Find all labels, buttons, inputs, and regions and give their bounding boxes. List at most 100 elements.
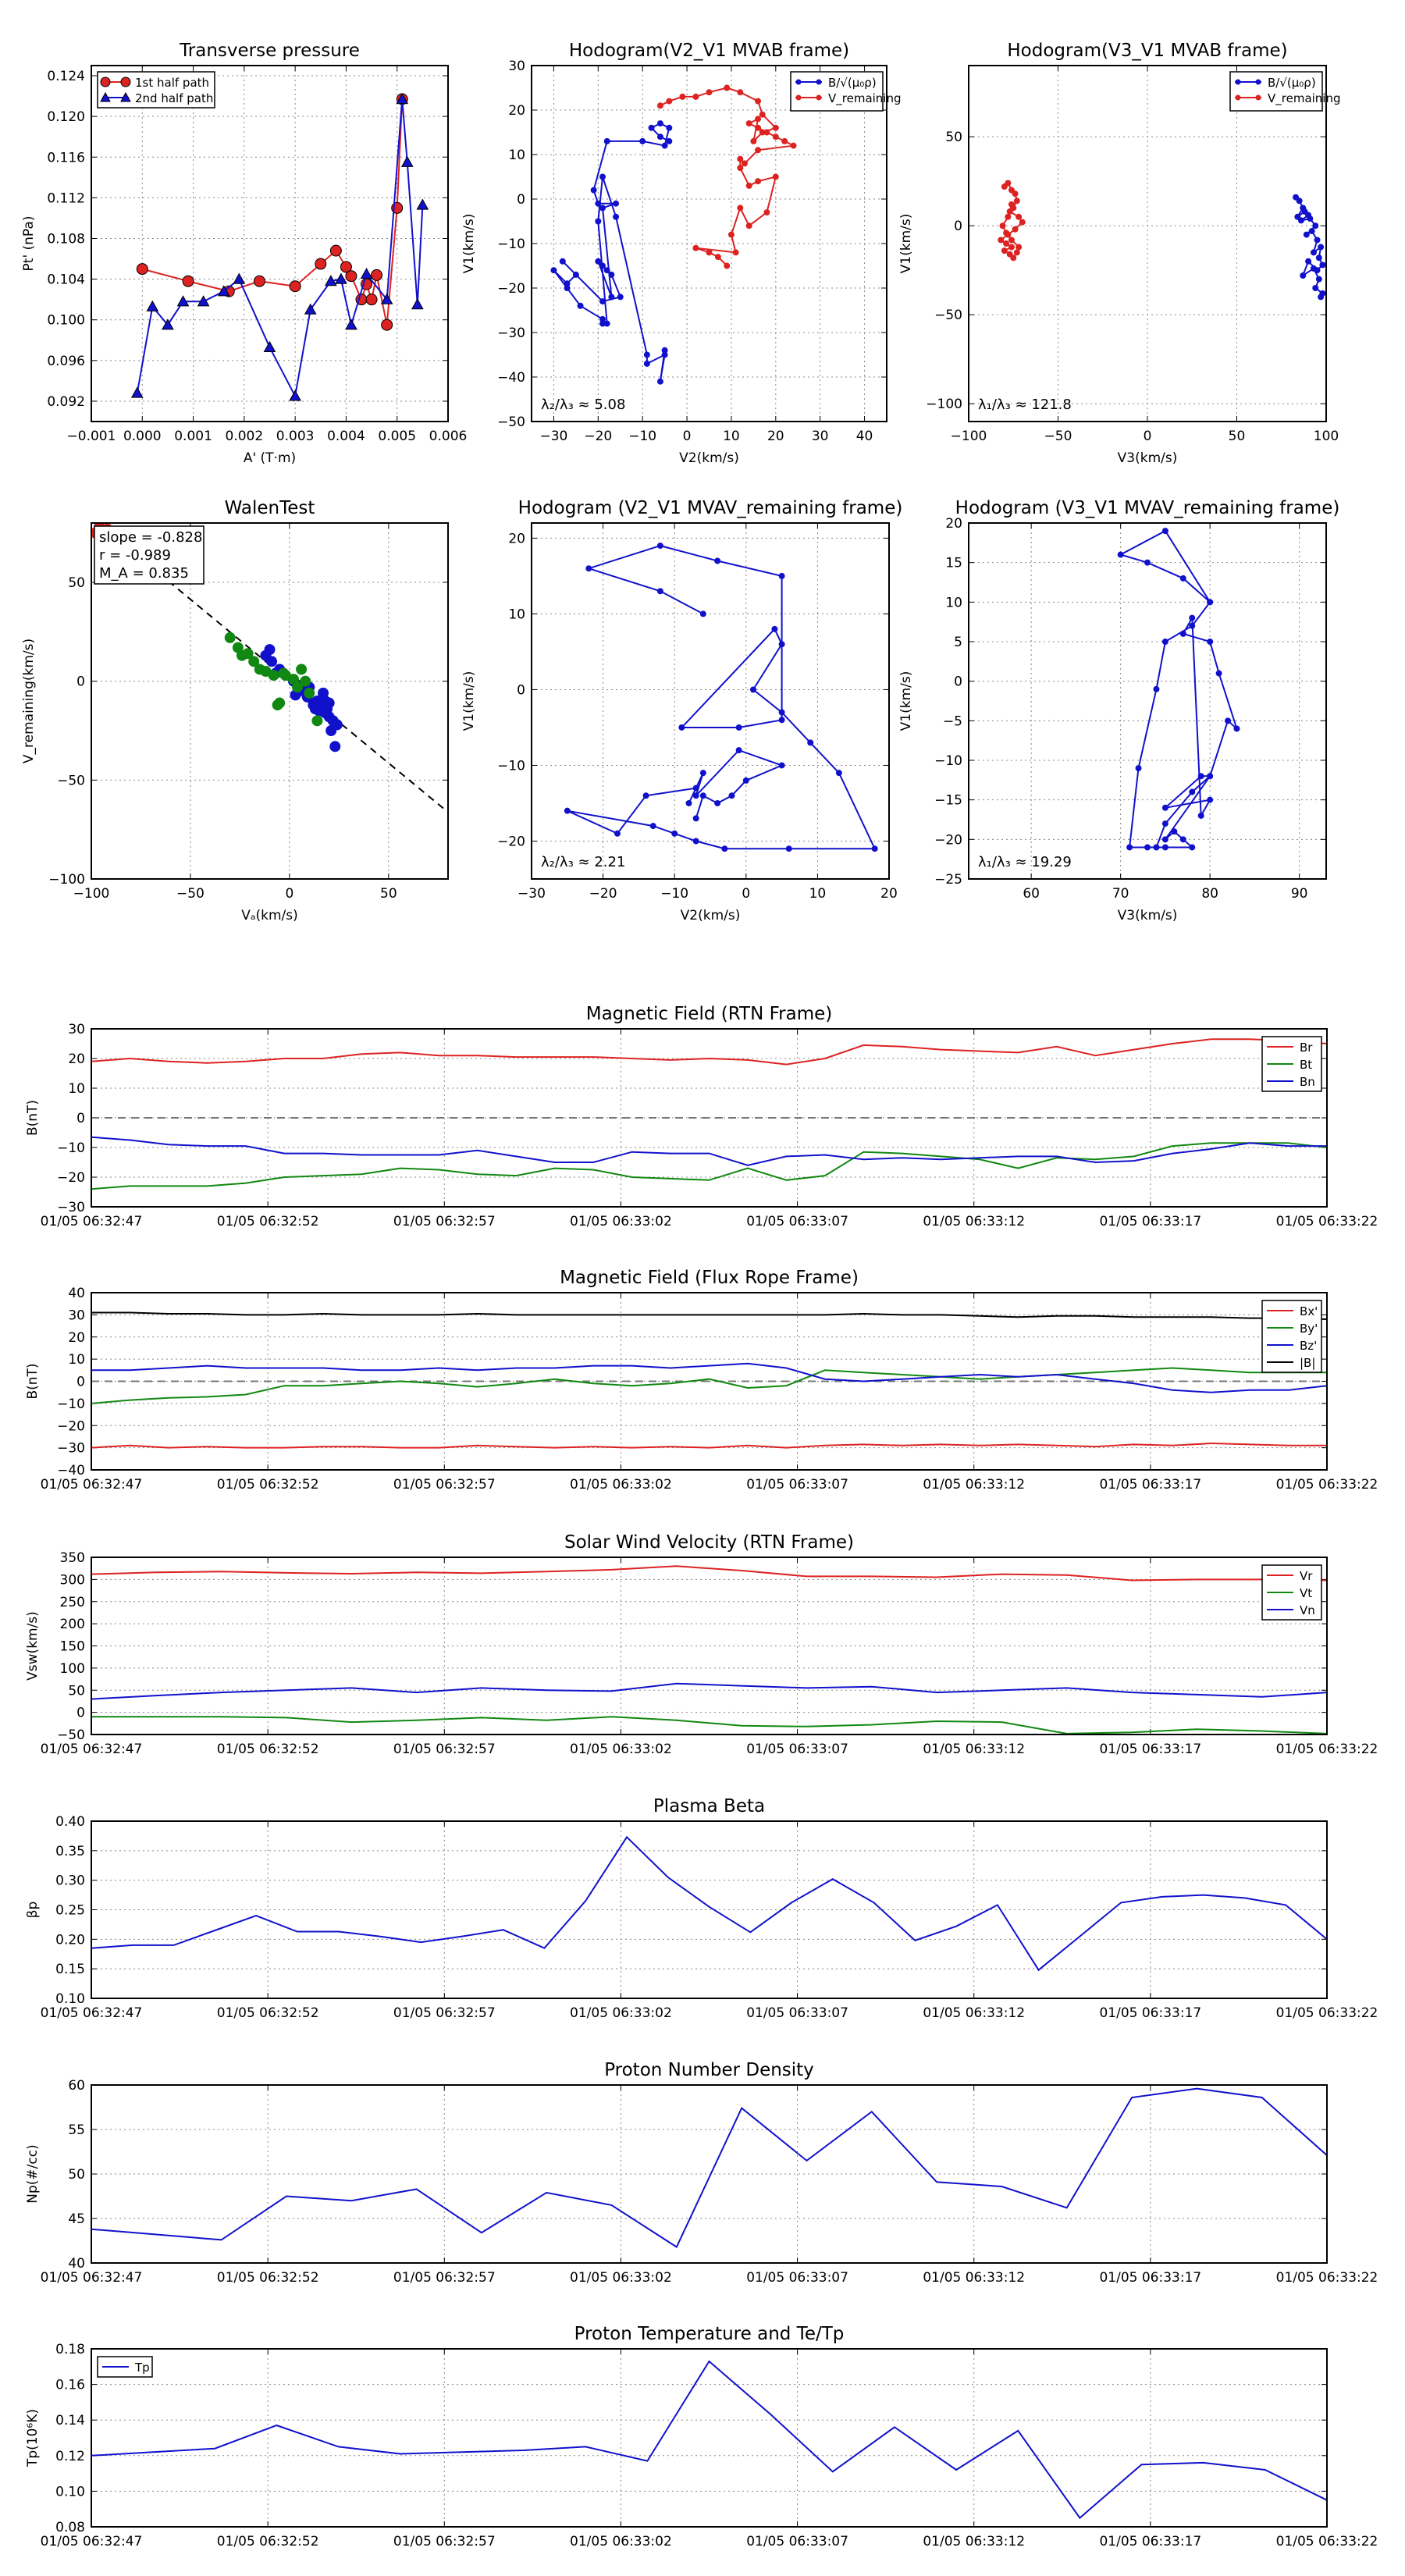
series-1-point: [772, 133, 779, 141]
series-0-point: [603, 137, 610, 144]
y-axis-label: Tp(10⁶K): [25, 2409, 41, 2467]
series-0-point: [785, 845, 792, 852]
series-1-point: [360, 268, 373, 279]
series-0-point: [778, 717, 785, 724]
ytick-label-1: −50: [934, 308, 962, 323]
series-1-point: [692, 244, 699, 251]
series-0-point: [699, 792, 706, 799]
xtick-label-5: 01/05 06:33:12: [923, 2534, 1025, 2549]
axes-frame: [91, 65, 449, 422]
series-0-point: [136, 263, 148, 276]
series-1-point: [1005, 213, 1012, 220]
series-0-point: [1303, 231, 1310, 238]
xtick-label-7: 40: [856, 429, 873, 444]
series-0-point: [692, 785, 699, 792]
series-1-point: [755, 116, 762, 123]
series-1-point: [1008, 201, 1015, 208]
series-1-point: [763, 209, 770, 216]
series-1-point: [781, 137, 788, 144]
xtick-label-0: −30: [539, 429, 567, 444]
ytick-label-4: 0.16: [55, 2378, 85, 2393]
legend-label-2: Vn: [1300, 1603, 1315, 1617]
series-0-point: [656, 588, 663, 595]
series-1-point: [1012, 226, 1019, 233]
series-1-point: [745, 120, 752, 127]
series-0-point: [661, 347, 668, 354]
series-0-point: [692, 838, 699, 845]
series-0-point: [323, 697, 335, 709]
series-1-point: [692, 93, 699, 100]
ytick-label-0: −25: [934, 872, 962, 888]
ytick-label-1: −50: [57, 773, 85, 788]
series-1-point: [745, 222, 752, 229]
legend-label-1: Bt: [1300, 1058, 1312, 1072]
series-1-line: [136, 98, 424, 399]
series-1-point: [666, 98, 673, 105]
ytick-label-2: −20: [57, 1418, 85, 1434]
series-0-point: [1117, 551, 1124, 558]
series-0-point: [735, 724, 742, 731]
series-0-point: [608, 271, 615, 278]
ytick-label-5: 0.18: [55, 2342, 85, 2357]
chart-0: 0.092 0.096 0.100 0.104 0.108 0.112 0.116 0.120…: [21, 41, 467, 466]
series-0-point: [595, 218, 602, 225]
series-1-point: [714, 254, 721, 261]
ytick-label-0: −100: [48, 872, 85, 888]
series-1-point: [1016, 244, 1023, 251]
ytick-label-7: 0.120: [47, 109, 85, 125]
ytick-label-2: 0: [517, 682, 525, 698]
xtick-label-3: 50: [1229, 429, 1246, 444]
xtick-label-1: 70: [1112, 886, 1129, 902]
series-0-point: [692, 792, 699, 799]
legend-label-3: |B|: [1300, 1356, 1315, 1370]
series-1-point: [146, 300, 159, 311]
ratio-annotation: λ₁/λ₃ ≈ 121.8: [978, 397, 1072, 413]
chart-6: −30 −20 −10 0 10 20 30 01/05 06:32:47 01/05 06:3…: [25, 1004, 1378, 1229]
chart-2: −100 −50 0 50 −100 −50 0 50 100 Hodogram(V3_V1 MV…: [898, 41, 1341, 466]
chart-title: Hodogram(V2_V1 MVAB frame): [569, 41, 849, 61]
ytick-label-1: −10: [497, 758, 525, 774]
axes-frame: [968, 65, 1327, 422]
series-0-point: [1296, 197, 1303, 205]
xtick-label-0: 01/05 06:32:47: [41, 2270, 143, 2286]
ytick-label-5: 200: [60, 1617, 85, 1632]
ytick-label-3: −10: [57, 1397, 85, 1412]
series-1-point: [1013, 197, 1020, 205]
xtick-label-0: 01/05 06:32:47: [41, 1214, 143, 1229]
xtick-label-3: 01/05 06:33:02: [570, 1742, 672, 1757]
xtick-label-2: 0: [285, 886, 293, 902]
plot-area-5: [1117, 528, 1240, 851]
series-0-point: [678, 724, 685, 731]
legend-marker-1: [100, 91, 111, 102]
series-1-point: [197, 295, 210, 307]
series-0-point: [1144, 844, 1151, 851]
series-0-point: [1318, 294, 1325, 301]
ytick-label-5: 0.112: [47, 190, 85, 206]
ytick-label-4: 0: [76, 1375, 85, 1390]
series-0-point: [1189, 788, 1196, 795]
series-1-point: [1005, 180, 1012, 187]
y-axis-label: V1(km/s): [461, 671, 477, 731]
x-axis-label: Vₐ(km/s): [241, 908, 298, 923]
series-1-point: [706, 89, 713, 96]
ytick-label-0: 0.092: [47, 394, 85, 410]
series-0-point: [253, 275, 265, 287]
series-1-point: [296, 664, 308, 675]
series-0-line: [91, 2087, 1327, 2248]
ytick-label-3: 0.14: [55, 2413, 85, 2428]
series-2-line: [91, 1136, 1327, 1166]
series-0-point: [1207, 639, 1214, 645]
series-0-point: [599, 262, 606, 269]
ytick-label-8: 30: [508, 59, 525, 74]
legend-label-0: Tp: [134, 2361, 150, 2375]
series-1-point: [400, 155, 414, 167]
legend-marker-0: [795, 79, 802, 85]
series-0-point: [1300, 272, 1307, 279]
axes-frame: [91, 1820, 1328, 1999]
xtick-label-4: 01/05 06:33:07: [746, 2534, 848, 2549]
ytick-label-6: 10: [508, 148, 525, 163]
series-1-point: [706, 249, 713, 256]
series-0-point: [1312, 222, 1319, 229]
series-0-point: [603, 267, 610, 274]
